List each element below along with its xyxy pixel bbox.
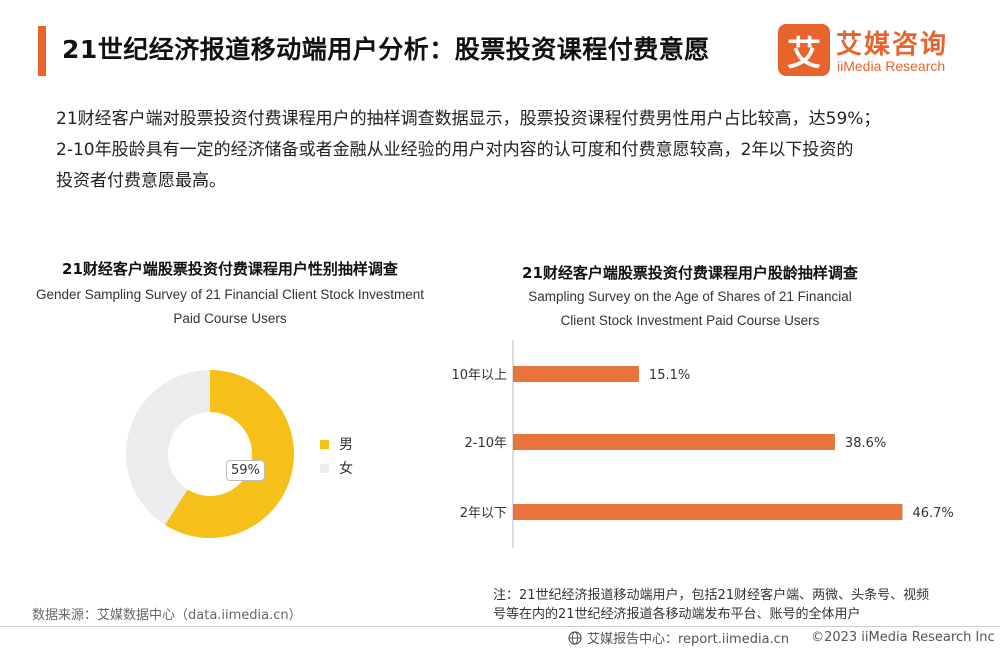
data-source: 数据来源：艾媒数据中心（data.iimedia.cn） [32,608,302,623]
bar-1 [513,434,835,450]
age-chart-subtitle-line: Client Stock Investment Paid Course User… [560,313,820,328]
donut-slice-male [164,370,294,538]
footnote-line: 号等在内的21世纪经济报道各移动端发布平台、账号的全体用户 [493,607,861,622]
donut-slice-female [126,370,210,525]
gender-legend: 男 女 [320,432,353,480]
bar-0 [513,366,639,382]
legend-label-female: 女 [339,461,353,477]
category-label: 10年以上 [451,368,507,383]
bar-2 [513,504,903,520]
age-chart-title: 21财经客户端股票投资付费课程用户股龄抽样调查 [522,264,858,282]
legend-item-female: 女 [320,456,353,480]
gender-chart-title: 21财经客户端股票投资付费课程用户性别抽样调查 [62,260,398,278]
description-line: 21财经客户端对股票投资付费课程用户的抽样调查数据显示，股票投资课程付费男性用户… [56,109,881,129]
description: 21财经客户端对股票投资付费课程用户的抽样调查数据显示，股票投资课程付费男性用户… [56,104,956,197]
globe-icon [568,630,582,645]
title-accent-bar [38,26,46,76]
description-line: 投资者付费意愿最高。 [56,171,226,191]
gender-donut-chart [126,370,294,538]
footnote: 注：21世纪经济报道移动端用户，包括21财经客户端、两微、头条号、视频 号等在内… [493,586,973,624]
age-chart-subtitle: Sampling Survey on the Age of Shares of … [470,285,910,333]
age-bar-chart: 10年以上 15.1% 2-10年 38.6% 2年以下 46.7% [451,340,954,548]
logo-mark: 艾 [778,24,830,76]
value-label: 38.6% [845,436,886,451]
gender-chart-subtitle-line: Gender Sampling Survey of 21 Financial C… [36,287,424,302]
logo-cn-text: 艾媒咨询 [836,30,949,60]
iimedia-logo: 艾 艾媒咨询 iiMedia Research [778,22,978,82]
value-label: 46.7% [912,506,953,521]
gender-chart-subtitle-line: Paid Course Users [173,311,287,326]
footer-divider [0,626,1000,627]
footer: 艾媒报告中心：report.iimedia.cn ©2023 iiMedia R… [568,628,995,647]
legend-label-male: 男 [339,437,353,453]
male-data-label: 59% [226,460,265,481]
gender-chart-subtitle: Gender Sampling Survey of 21 Financial C… [10,283,450,331]
description-line: 2-10年股龄具有一定的经济储备或者金融从业经验的用户对内容的认可度和付费意愿较… [56,140,854,160]
report-center-link[interactable]: 艾媒报告中心：report.iimedia.cn [587,632,790,647]
value-label: 15.1% [649,368,690,383]
page-title: 21世纪经济报道移动端用户分析：股票投资课程付费意愿 [62,35,710,64]
legend-swatch-female [320,463,329,473]
age-chart-subtitle-line: Sampling Survey on the Age of Shares of … [528,289,852,304]
legend-swatch-male [320,439,329,449]
category-label: 2-10年 [464,436,507,451]
copyright: ©2023 iiMedia Research Inc [811,630,995,645]
footnote-line: 注：21世纪经济报道移动端用户，包括21财经客户端、两微、头条号、视频 [493,588,930,603]
category-label: 2年以下 [460,506,507,521]
legend-item-male: 男 [320,432,353,456]
logo-en-text: iiMedia Research [837,58,946,74]
